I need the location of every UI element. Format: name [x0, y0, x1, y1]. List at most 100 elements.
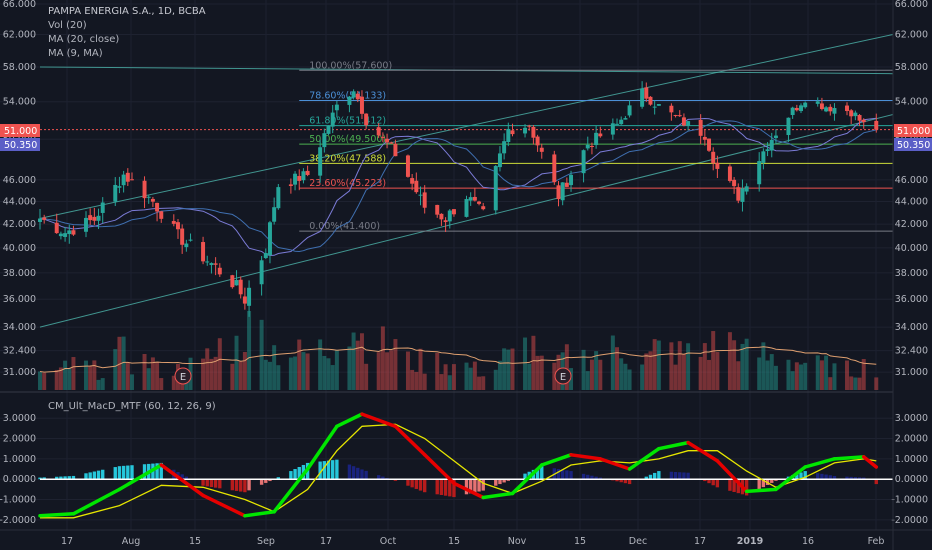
macd-histogram-bar	[715, 479, 720, 488]
candle-body	[857, 115, 862, 121]
candle-body	[267, 222, 272, 256]
volume-bar	[497, 360, 502, 390]
volume-bar	[502, 348, 507, 390]
candle-body	[472, 196, 477, 201]
volume-bar	[677, 341, 682, 390]
macd-line-segment	[686, 440, 720, 463]
macd-histogram-bar	[452, 479, 456, 498]
volume-bar	[125, 362, 130, 390]
volume-bar	[786, 359, 791, 390]
macd-histogram-bar	[318, 461, 322, 480]
volume-bar	[769, 354, 774, 390]
macd-histogram-bar	[347, 464, 352, 480]
candle-body	[351, 91, 356, 98]
volume-bar	[790, 371, 795, 390]
legend: PAMPA ENERGIA S.A., 1D, BCBA Vol (20) MA…	[48, 6, 216, 412]
macd-histogram-bar	[448, 479, 452, 497]
candle-body	[531, 126, 536, 138]
channel-line	[39, 33, 894, 219]
price-tick-label-left: 32.400	[3, 346, 36, 357]
volume-bar	[330, 365, 335, 390]
fib-level-label: 100.00%(57.600)	[309, 60, 392, 71]
macd-histogram-bar	[38, 477, 42, 480]
earnings-icon	[554, 367, 572, 385]
candle-body	[117, 186, 122, 188]
candle-body	[288, 184, 293, 186]
candle-body	[201, 242, 206, 262]
candle-body	[96, 215, 101, 221]
macd-histogram-bar	[96, 470, 101, 480]
volume-bar	[42, 372, 47, 390]
macd-histogram-bar	[862, 477, 866, 480]
candle-body	[38, 218, 42, 222]
macd-histogram-bar	[770, 479, 774, 483]
volume-bar	[213, 356, 218, 390]
candle-body	[155, 202, 160, 212]
macd-histogram-bar	[590, 475, 594, 480]
macd-tick-label-left: 3.0000	[3, 413, 36, 424]
candle-body	[652, 106, 657, 108]
volume-bar	[443, 364, 448, 390]
indicator-ma9-label[interactable]: MA (9, MA)	[48, 48, 103, 59]
price-tick-label: 54.000	[895, 97, 928, 108]
time-tick-label: 15	[189, 536, 201, 547]
candle-body	[477, 201, 482, 204]
macd-histogram-bar	[331, 460, 335, 480]
candle-body	[443, 220, 448, 223]
macd-histogram-bar	[159, 462, 163, 480]
candle-body	[113, 184, 118, 202]
candle-body	[828, 106, 833, 112]
macd-line-segment	[422, 453, 456, 486]
candle-body	[293, 173, 298, 185]
macd-histogram-bar	[757, 479, 761, 490]
macd-line-segment	[657, 440, 690, 451]
macd-tick-label: 3.0000	[895, 413, 928, 424]
volume-bar	[155, 361, 160, 390]
candle-body	[347, 96, 352, 105]
time-tick-label: 17	[320, 536, 332, 547]
last-price-text-left: 51.000	[4, 126, 37, 137]
macd-histogram-bar	[540, 466, 544, 480]
price-tick-label-left: 38.000	[3, 268, 36, 279]
candle-body	[556, 185, 561, 200]
candle-body	[740, 188, 745, 202]
indicator-ma20-label[interactable]: MA (20, close)	[48, 34, 119, 45]
macd-histogram-bar	[648, 474, 653, 480]
volume-bar	[648, 351, 653, 390]
candle-body	[150, 198, 155, 202]
earnings-marker-1[interactable]: E	[174, 367, 192, 385]
macd-histogram-bar	[673, 471, 678, 480]
volume-bar	[539, 355, 544, 390]
volume-bar	[681, 353, 686, 390]
macd-indicator-label[interactable]: CM_Ult_MacD_MTF (60, 12, 26, 9)	[48, 401, 216, 412]
volume-bar	[422, 373, 427, 390]
volume-bar	[669, 342, 674, 390]
price-tick-label-left: 46.000	[3, 175, 36, 186]
macd-histogram-bar	[234, 479, 239, 491]
last-price-badge-left	[0, 124, 40, 137]
macd-histogram-bar	[581, 473, 586, 480]
macd-histogram-bar	[356, 467, 360, 480]
macd-histogram-bar	[259, 479, 264, 485]
macd-histogram-bar	[180, 474, 184, 480]
earnings-marker-2[interactable]: E	[554, 367, 572, 385]
symbol-title[interactable]: PAMPA ENERGIA S.A., 1D, BCBA	[48, 6, 206, 17]
time-tick-label: Aug	[122, 536, 141, 547]
candle-body	[263, 253, 268, 259]
macd-histogram-bar	[293, 469, 297, 480]
candle-body	[184, 243, 189, 248]
volume-bar	[527, 363, 532, 390]
indicator-vol-label[interactable]: Vol (20)	[48, 20, 87, 31]
volume-bar	[619, 358, 624, 390]
macd-histogram-bar	[209, 479, 214, 488]
macd-tick-label: 1.0000	[895, 454, 928, 465]
candle-body	[447, 210, 452, 222]
macd-histogram-bar	[481, 479, 485, 491]
price-candles	[38, 81, 879, 317]
volume-bar	[652, 339, 657, 390]
candle-body	[493, 165, 498, 211]
candle-body	[334, 104, 339, 111]
volume-bar	[71, 357, 76, 390]
